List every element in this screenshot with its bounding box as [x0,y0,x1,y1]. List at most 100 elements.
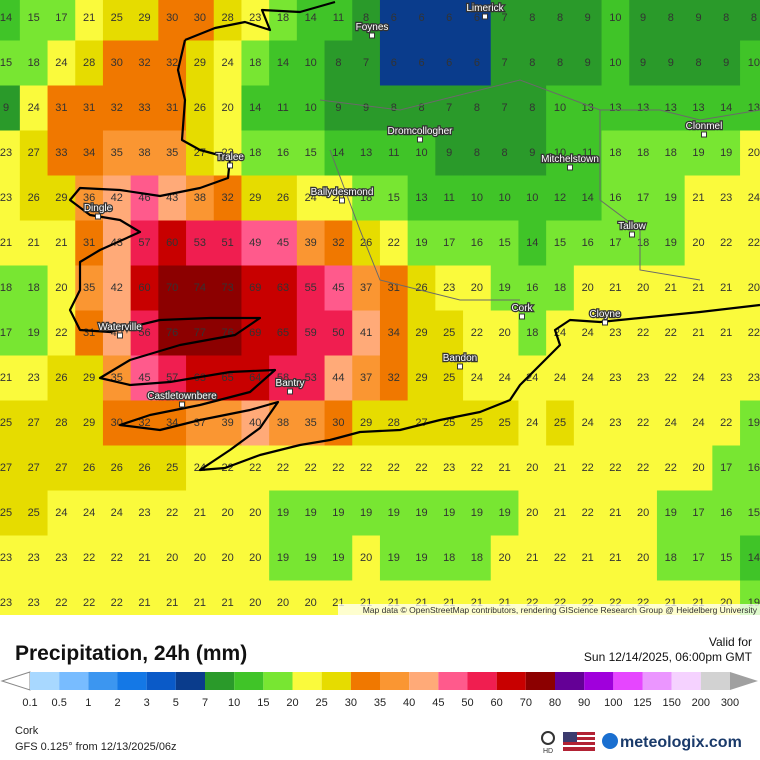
cell [130,40,159,86]
cell-value: 9 [529,147,535,159]
cell [407,175,436,221]
cell [241,85,270,131]
cell-value: 28 [221,12,233,24]
cell-value: 30 [111,57,123,69]
cell [352,400,381,446]
cell [75,445,104,491]
cell-value: 9 [446,147,452,159]
legend-box [234,672,264,690]
cell-value: 29 [138,12,150,24]
place-marker [179,401,185,408]
cell [296,445,326,491]
cell [379,130,409,176]
cell-value: 24 [111,507,123,519]
cell-value: 41 [360,327,372,339]
legend-box [700,672,730,690]
cell [379,310,409,356]
cell [601,85,630,131]
cell-value: 22 [665,327,677,339]
valid-time: Sun 12/14/2025, 06:00pm GMT [584,650,753,664]
cell-value: 31 [388,282,400,294]
cell-value: 20 [249,597,261,609]
cell-value: 23 [609,417,621,429]
cell-value: 20 [249,552,261,564]
cell-value: 60 [166,237,178,249]
cell [19,175,49,221]
place-marker [95,213,101,220]
legend-box [525,672,555,690]
cell-value: 40 [249,417,261,429]
cell-value: 8 [391,102,397,114]
cell-value: 19 [415,507,427,519]
cell-value: 6 [446,57,452,69]
cell [712,0,741,41]
cell [546,265,575,311]
cell-value: 26 [277,192,289,204]
place-marker [287,388,293,395]
cell-value: 21 [194,507,206,519]
cell-value: 14 [249,102,261,114]
cell-value: 23 [720,372,732,384]
cell [324,220,353,266]
cell-value: 20 [582,282,594,294]
cell-value: 9 [640,57,646,69]
cell [241,40,270,86]
cell-value: 17 [692,552,704,564]
legend-box [584,672,614,690]
cell-value: 21 [720,327,732,339]
cell [463,265,492,311]
cell-value: 16 [609,192,621,204]
cell [601,355,630,401]
cell-value: 69 [249,282,261,294]
cell-value: 24 [221,57,233,69]
cell-value: 9 [585,57,591,69]
cell [656,310,686,356]
cell-value: 22 [582,462,594,474]
cell [102,130,132,176]
cell-value: 9 [585,12,591,24]
cell [352,220,381,266]
cell-value: 65 [277,327,289,339]
cell-value: 22 [55,597,67,609]
cell [269,580,298,615]
cell [213,265,242,311]
place-marker [567,164,573,171]
cell-value: 22 [83,597,95,609]
cell-value: 27 [28,417,40,429]
cell-value: 27 [0,462,12,474]
cell [241,490,270,536]
cell [186,535,215,581]
cell [601,220,630,266]
cell-value: 9 [363,102,369,114]
cell [601,310,630,356]
cell [656,40,686,86]
cell [629,490,658,536]
cell-value: 18 [249,57,261,69]
legend-box [263,672,293,690]
cell [75,40,104,86]
legend-box [671,672,701,690]
cell-value: 24 [554,372,566,384]
cell-value: 15 [554,237,566,249]
place-marker [602,319,608,326]
cell-value: 17 [443,237,455,249]
attribution-bg [338,604,760,615]
cell [546,535,575,581]
cell-value: 18 [28,57,40,69]
cell-value: 21 [609,552,621,564]
cell-value: 70 [166,282,178,294]
cell [47,40,76,86]
cell [601,490,630,536]
cell-value: 25 [166,462,178,474]
cell [573,310,603,356]
cell-value: 50 [332,327,344,339]
cell [102,265,132,311]
cell [102,580,132,615]
legend-box [321,672,351,690]
cell [407,220,436,266]
cell [546,220,575,266]
cell [407,535,436,581]
cell-value: 10 [471,192,483,204]
cell [684,40,713,86]
place-marker [482,13,488,20]
